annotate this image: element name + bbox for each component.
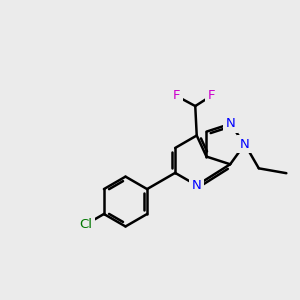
Text: N: N	[192, 179, 202, 192]
Text: N: N	[240, 138, 250, 151]
Text: F: F	[208, 89, 215, 102]
Text: N: N	[225, 117, 235, 130]
Text: Cl: Cl	[80, 218, 93, 231]
Text: F: F	[172, 89, 180, 102]
